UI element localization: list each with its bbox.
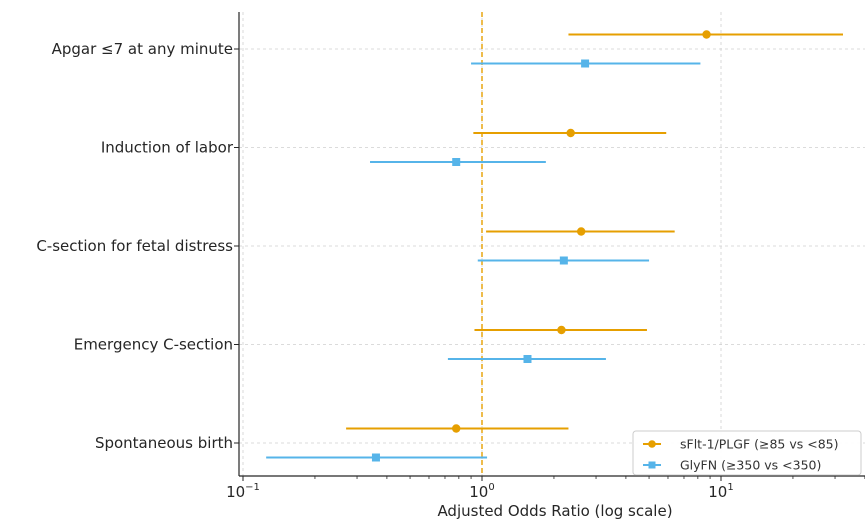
legend-label: GlyFN (≥350 vs <350) (680, 458, 821, 473)
point-estimate (523, 355, 532, 363)
point-estimate (371, 453, 380, 462)
x-axis-title: Adjusted Odds Ratio (log scale) (437, 502, 672, 520)
point-estimate (452, 158, 461, 166)
legend-marker (648, 440, 656, 448)
legend-box (632, 430, 862, 476)
series-layer (266, 30, 843, 462)
x-tick-labels: 10−1 100 101 (226, 476, 865, 501)
category-label: Induction of labor (101, 139, 234, 157)
point-estimate (702, 30, 711, 39)
point-estimate (559, 256, 568, 265)
category-label: Spontaneous birth (95, 434, 233, 452)
series-sflt1-plgf (346, 30, 843, 433)
category-label: C-section for fetal distress (36, 237, 233, 255)
legend-marker (648, 461, 656, 469)
x-tick-label: 101 (708, 482, 733, 501)
series-glyfn (266, 59, 701, 462)
grid-layer (239, 12, 865, 476)
point-estimate (557, 325, 566, 335)
category-label: Emergency C-section (74, 336, 233, 354)
category-label: Apgar ≤7 at any minute (52, 40, 233, 58)
point-estimate (452, 424, 461, 433)
x-tick-label: 10−1 (226, 482, 260, 501)
x-tick-label: 100 (469, 482, 494, 501)
legend: sFlt-1/PLGF (≥85 vs <85) GlyFN (≥350 vs <… (632, 430, 862, 476)
point-estimate (566, 128, 575, 138)
point-estimate (576, 227, 586, 236)
point-estimate (581, 59, 590, 68)
category-labels: Apgar ≤7 at any minute Induction of labor… (36, 40, 239, 452)
legend-label: sFlt-1/PLGF (≥85 vs <85) (680, 437, 838, 452)
